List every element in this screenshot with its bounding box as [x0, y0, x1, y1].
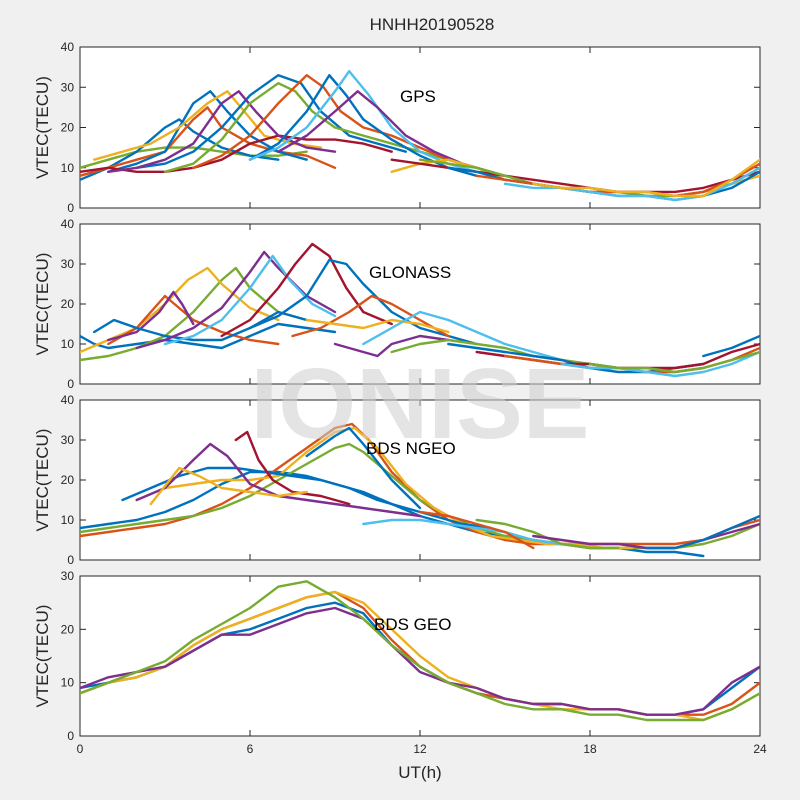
- y-tick-label: 0: [67, 377, 74, 391]
- series-line-12: [333, 334, 450, 358]
- series-line-0: [80, 146, 308, 169]
- axes-box: [79, 223, 761, 385]
- y-tick-label: 10: [61, 337, 75, 351]
- figure-title: HNHH20190528: [370, 15, 495, 34]
- watermark: IONISE: [251, 348, 590, 460]
- series-line-1: [80, 266, 308, 362]
- series-line-7: [107, 90, 337, 173]
- x-axis-label: UT(h): [398, 763, 441, 782]
- series-line-2: [80, 106, 337, 177]
- series-line-11: [248, 70, 478, 173]
- y-tick-label: 30: [61, 569, 75, 583]
- series-line-6: [234, 430, 351, 506]
- series-line-3: [107, 294, 280, 346]
- y-tick-label: 0: [67, 553, 74, 567]
- y-tick-label: 20: [61, 473, 75, 487]
- y-axis-label: VTEC(TECU): [33, 605, 52, 708]
- y-tick-label: 20: [61, 622, 75, 636]
- series-line-9: [192, 74, 478, 169]
- series-line-5: [93, 310, 308, 342]
- x-tick-label: 0: [77, 742, 84, 756]
- y-tick-label: 10: [61, 676, 75, 690]
- series-line-6: [135, 74, 407, 169]
- series-group: [80, 70, 760, 202]
- y-tick-label: 10: [61, 513, 75, 527]
- series-line-4: [107, 290, 195, 342]
- series-line-8: [305, 426, 422, 510]
- series-line-9: [248, 258, 478, 346]
- y-tick-label: 20: [61, 297, 75, 311]
- x-tick-label: 24: [753, 742, 767, 756]
- series-line-4: [121, 466, 492, 530]
- series-line-10: [418, 510, 535, 550]
- series-line-13: [362, 310, 563, 362]
- series-line-14: [390, 338, 620, 370]
- series-line-8: [163, 82, 450, 173]
- y-tick-label: 0: [67, 729, 74, 743]
- series-line-1: [80, 118, 280, 181]
- panel-label: BDS GEO: [374, 615, 451, 634]
- series-line-9: [362, 518, 563, 546]
- panel-label: BDS NGEO: [366, 439, 456, 458]
- y-tick-label: 10: [61, 161, 75, 175]
- series-group: [80, 580, 760, 722]
- y-tick-label: 40: [61, 40, 75, 54]
- panel-label: GLONASS: [369, 263, 451, 282]
- panel-glonass: 0 10 20 30 40 VTEC(TECU) GLONASS: [33, 217, 761, 391]
- y-tick-label: 0: [67, 201, 74, 215]
- series-line-4: [80, 580, 760, 722]
- series-line-10: [291, 294, 450, 338]
- series-line-19: [588, 350, 760, 374]
- y-tick-label: 30: [61, 257, 75, 271]
- series-group: [80, 242, 760, 378]
- y-tick-label: 40: [61, 393, 75, 407]
- y-tick-label: 30: [61, 80, 75, 94]
- series-line-3: [80, 606, 760, 716]
- y-tick-label: 20: [61, 121, 75, 135]
- y-axis-label: VTEC(TECU): [33, 253, 52, 356]
- x-tick-label: 6: [247, 742, 254, 756]
- panel-gps: 0 10 20 30 40 VTEC(TECU) GPS: [33, 40, 761, 215]
- series-line-5: [135, 442, 422, 518]
- x-tick-label: 18: [583, 742, 597, 756]
- y-tick-label: 40: [61, 217, 75, 231]
- y-axis-label: VTEC(TECU): [33, 76, 52, 179]
- series-line-13: [645, 514, 760, 550]
- panel-bds-ngeo: 0 10 20 30 40 VTEC(TECU) BDS NGEO: [33, 393, 761, 567]
- series-line-7: [163, 254, 337, 346]
- y-tick-label: 30: [61, 433, 75, 447]
- series-line-18: [560, 350, 760, 378]
- panel-bds-geo: 0 10 20 30 0 6 12 18 24 VTEC(TECU) BDS GEO: [33, 569, 767, 756]
- series-line-8: [220, 242, 393, 338]
- series-line-5: [80, 134, 393, 173]
- series-line-20: [702, 334, 760, 358]
- panels: 0 10 20 30 40 VTEC(TECU) GPS 0 10 20 30 40 VTEC(TECU…: [33, 40, 767, 756]
- series-line-7: [149, 466, 308, 506]
- axes-box: [79, 399, 761, 561]
- series-line-0: [80, 322, 337, 350]
- series-group: [80, 422, 760, 558]
- series-line-18: [503, 166, 760, 202]
- series-line-4: [93, 90, 322, 161]
- panel-label: GPS: [400, 87, 436, 106]
- axes-box: [79, 46, 761, 209]
- y-axis-label: VTEC(TECU): [33, 429, 52, 532]
- series-line-19: [532, 158, 760, 198]
- x-tick-label: 12: [413, 742, 427, 756]
- series-line-11: [305, 318, 450, 334]
- series-line-3: [107, 90, 308, 173]
